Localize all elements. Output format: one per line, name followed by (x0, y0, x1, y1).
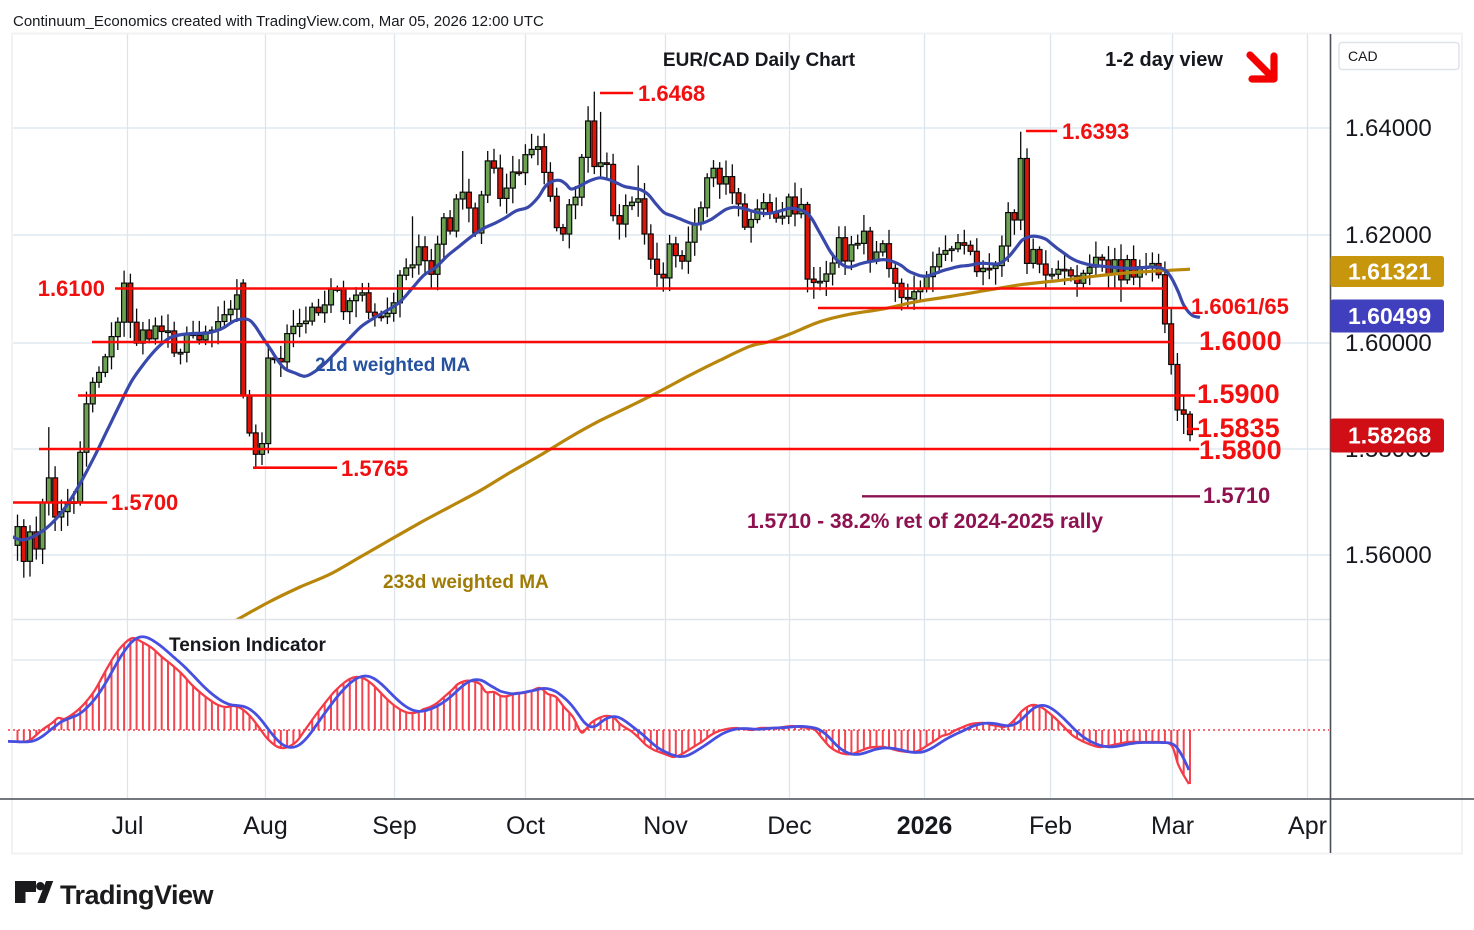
svg-text:Oct: Oct (506, 812, 545, 840)
svg-text:EUR/CAD Daily Chart: EUR/CAD Daily Chart (663, 50, 856, 71)
svg-text:1.61321: 1.61321 (1348, 259, 1431, 285)
svg-text:1.60499: 1.60499 (1348, 303, 1431, 329)
svg-text:Mar: Mar (1151, 812, 1194, 840)
svg-text:1.6061/65: 1.6061/65 (1191, 294, 1289, 319)
svg-text:Jul: Jul (112, 812, 144, 840)
svg-text:Apr: Apr (1288, 812, 1327, 840)
svg-text:1.6100: 1.6100 (38, 276, 105, 301)
svg-text:1.5710: 1.5710 (1203, 483, 1270, 508)
svg-text:1.62000: 1.62000 (1345, 222, 1432, 249)
svg-text:1.6468: 1.6468 (638, 81, 705, 106)
svg-text:CAD: CAD (1348, 48, 1378, 64)
svg-text:Continuum_Economics created wi: Continuum_Economics created with Trading… (13, 13, 544, 30)
svg-text:1.5710 - 38.2% ret of 2024-202: 1.5710 - 38.2% ret of 2024-2025 rally (747, 510, 1103, 533)
svg-text:1-2 day view: 1-2 day view (1105, 49, 1223, 71)
svg-text:Sep: Sep (372, 812, 416, 840)
svg-text:1.5800: 1.5800 (1199, 435, 1282, 465)
svg-text:233d weighted MA: 233d weighted MA (383, 572, 549, 593)
svg-text:21d weighted MA: 21d weighted MA (315, 355, 470, 376)
svg-text:1.58268: 1.58268 (1348, 423, 1431, 449)
svg-text:1.60000: 1.60000 (1345, 330, 1432, 357)
svg-text:1.5765: 1.5765 (341, 456, 408, 481)
svg-text:1.56000: 1.56000 (1345, 542, 1432, 569)
svg-text:1.6393: 1.6393 (1062, 119, 1129, 144)
svg-text:1.5700: 1.5700 (111, 490, 178, 515)
svg-text:1.5900: 1.5900 (1197, 379, 1280, 409)
svg-text:Nov: Nov (643, 812, 688, 840)
svg-text:Dec: Dec (767, 812, 811, 840)
svg-text:2026: 2026 (897, 812, 953, 840)
svg-text:Feb: Feb (1029, 812, 1072, 840)
svg-text:1.64000: 1.64000 (1345, 115, 1432, 142)
svg-text:Tension Indicator: Tension Indicator (169, 635, 327, 656)
svg-text:Aug: Aug (243, 812, 287, 840)
svg-text:1.5835: 1.5835 (1197, 413, 1280, 443)
svg-text:TradingView: TradingView (60, 880, 215, 910)
svg-text:1.6000: 1.6000 (1199, 326, 1282, 356)
